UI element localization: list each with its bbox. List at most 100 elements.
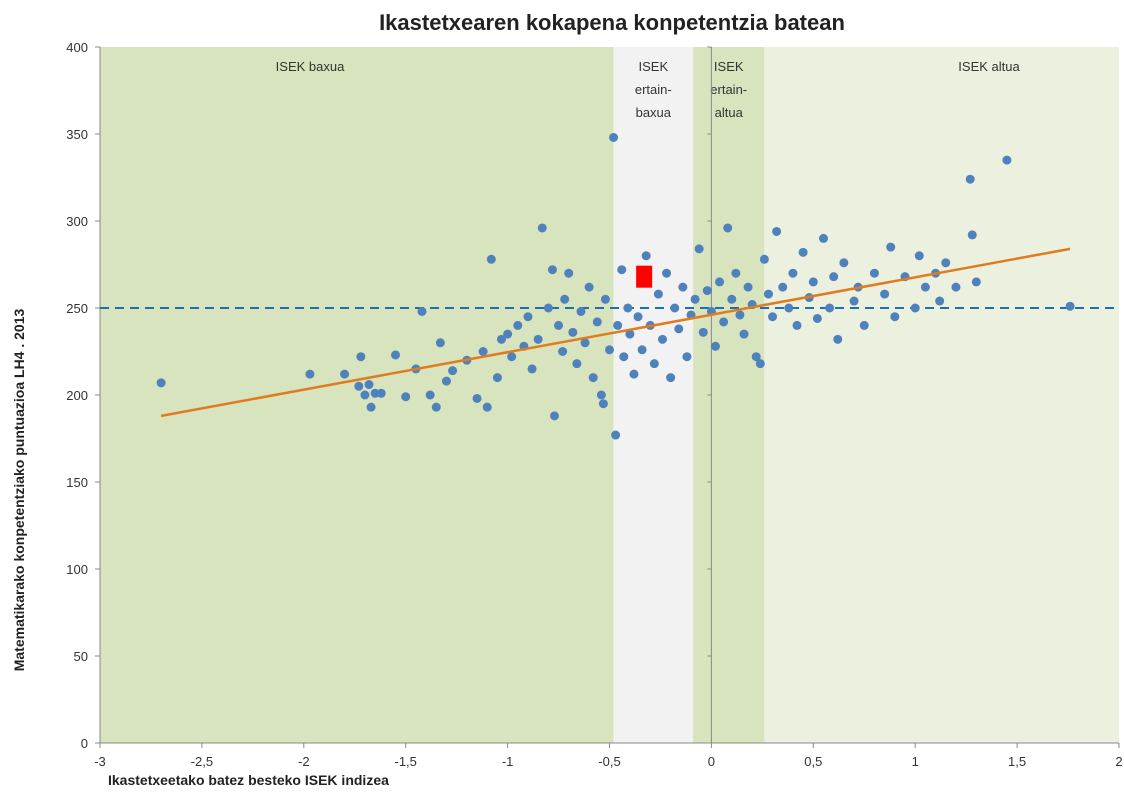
band-label: ertain- xyxy=(635,82,672,97)
point xyxy=(833,334,843,344)
point xyxy=(1002,155,1012,165)
point xyxy=(391,350,401,360)
point xyxy=(376,388,386,398)
point xyxy=(935,296,945,306)
point xyxy=(472,393,482,403)
point xyxy=(441,376,451,386)
point xyxy=(425,390,435,400)
point xyxy=(537,223,547,233)
y-tick-label: 150 xyxy=(66,475,88,490)
point xyxy=(710,341,720,351)
x-tick-label: -0,5 xyxy=(598,754,620,769)
point xyxy=(788,268,798,278)
point xyxy=(523,312,533,322)
x-tick-label: 1,5 xyxy=(1008,754,1026,769)
x-tick-label: -2 xyxy=(298,754,310,769)
point xyxy=(543,303,553,313)
y-tick-label: 200 xyxy=(66,388,88,403)
y-tick-label: 400 xyxy=(66,40,88,55)
point xyxy=(755,359,765,369)
point xyxy=(731,268,741,278)
point xyxy=(503,329,513,339)
point xyxy=(596,390,606,400)
point xyxy=(798,247,808,257)
x-tick-label: 0,5 xyxy=(804,754,822,769)
point xyxy=(920,282,930,292)
point xyxy=(417,306,427,316)
point xyxy=(678,282,688,292)
band xyxy=(100,47,614,743)
point xyxy=(967,230,977,240)
point xyxy=(859,320,869,330)
point xyxy=(772,226,782,236)
band-label: ertain- xyxy=(710,82,747,97)
point xyxy=(592,317,602,327)
point xyxy=(619,352,629,362)
point xyxy=(492,373,502,383)
point xyxy=(482,402,492,412)
point xyxy=(637,345,647,355)
point xyxy=(735,310,745,320)
point xyxy=(723,223,733,233)
point xyxy=(849,296,859,306)
point xyxy=(1065,301,1075,311)
point xyxy=(588,373,598,383)
band-label: ISEK xyxy=(714,59,744,74)
point xyxy=(653,289,663,299)
x-tick-label: -2,5 xyxy=(191,754,213,769)
point xyxy=(839,258,849,268)
point xyxy=(617,265,627,275)
point xyxy=(829,272,839,282)
x-tick-label: -1 xyxy=(502,754,514,769)
point xyxy=(715,277,725,287)
point xyxy=(360,390,370,400)
band-label: ISEK baxua xyxy=(276,59,345,74)
point xyxy=(564,268,574,278)
point xyxy=(549,411,559,421)
point xyxy=(547,265,557,275)
point xyxy=(554,320,564,330)
point xyxy=(496,334,506,344)
point xyxy=(625,329,635,339)
point xyxy=(890,312,900,322)
x-tick-label: -1,5 xyxy=(394,754,416,769)
point xyxy=(431,402,441,412)
band-label: baxua xyxy=(636,105,672,120)
highlight-school xyxy=(636,265,653,288)
point xyxy=(486,254,496,264)
y-tick-label: 300 xyxy=(66,214,88,229)
point xyxy=(698,327,708,337)
point xyxy=(305,369,315,379)
band-label: ISEK xyxy=(639,59,669,74)
point xyxy=(768,312,778,322)
point xyxy=(670,303,680,313)
point xyxy=(719,317,729,327)
band xyxy=(764,47,1119,743)
x-tick-label: -3 xyxy=(94,754,106,769)
point xyxy=(598,399,608,409)
point xyxy=(513,320,523,330)
point xyxy=(825,303,835,313)
point xyxy=(941,258,951,268)
point xyxy=(808,277,818,287)
x-tick-label: 1 xyxy=(912,754,919,769)
point xyxy=(778,282,788,292)
point xyxy=(784,303,794,313)
point xyxy=(560,294,570,304)
point xyxy=(702,286,712,296)
x-axis-title: Ikastetxeetako batez besteko ISEK indize… xyxy=(108,772,389,788)
point xyxy=(366,402,376,412)
point xyxy=(682,352,692,362)
point xyxy=(694,244,704,254)
point xyxy=(880,289,890,299)
point xyxy=(633,312,643,322)
point xyxy=(558,347,568,356)
point xyxy=(674,324,684,334)
y-tick-label: 100 xyxy=(66,562,88,577)
point xyxy=(623,303,633,313)
point xyxy=(568,327,578,337)
point xyxy=(641,251,651,261)
point xyxy=(951,282,961,292)
band-label: ISEK altua xyxy=(958,59,1020,74)
